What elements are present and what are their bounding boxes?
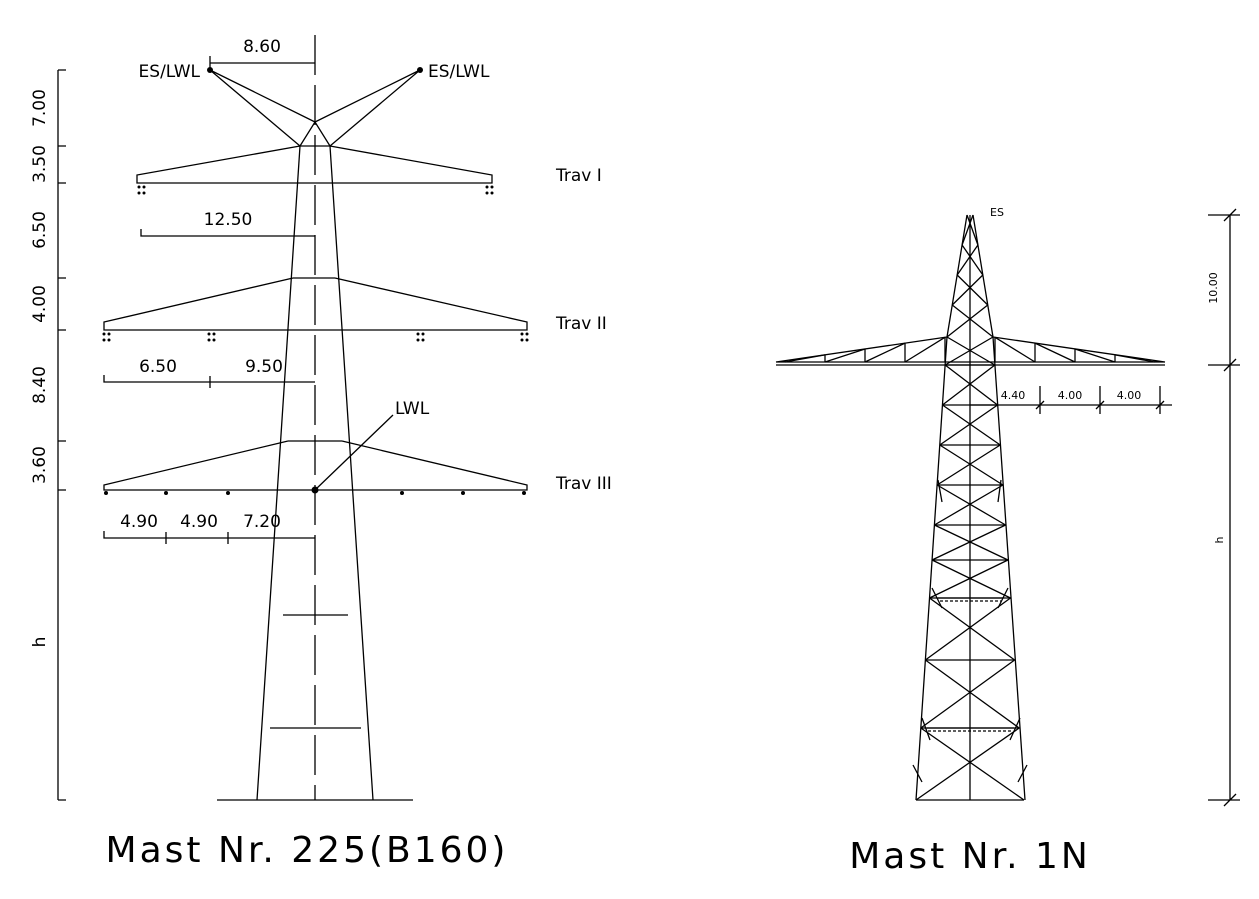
conductor (486, 186, 489, 189)
lattice (945, 337, 993, 365)
dim: 7.20 (243, 512, 281, 532)
dim: 4.40 (1001, 389, 1026, 402)
conductor (164, 491, 168, 495)
dim: 3.60 (30, 446, 50, 484)
conductor (143, 186, 146, 189)
dim: 9.50 (245, 357, 283, 377)
conductor (491, 192, 494, 195)
label: ES/LWL (428, 62, 490, 82)
conductor (213, 339, 216, 342)
conductor (104, 491, 108, 495)
conductor (108, 333, 111, 336)
lattice (947, 337, 995, 365)
conductor (400, 491, 404, 495)
lattice (921, 660, 1015, 728)
lattice (942, 365, 994, 405)
lattice (921, 728, 1024, 800)
lattice (1075, 349, 1115, 362)
label: Trav II (555, 314, 607, 334)
dim: 4.00 (1058, 389, 1083, 402)
drawing: 7.00 3.50 6.50 4.00 8.40 3.60 h ES/LWL E… (0, 0, 1259, 899)
conductor (491, 186, 494, 189)
earth-wire (417, 67, 423, 73)
lattice (937, 485, 1005, 525)
conductor (422, 333, 425, 336)
conductor (213, 333, 216, 336)
lattice (930, 560, 1008, 598)
conductor (461, 491, 465, 495)
conductor (422, 339, 425, 342)
label: Trav I (555, 166, 602, 186)
label: LWL (395, 399, 430, 419)
lattice (945, 365, 997, 405)
lattice (932, 525, 1006, 560)
dim: 8.60 (243, 37, 281, 57)
lattice (940, 445, 1003, 485)
lattice (937, 445, 1000, 485)
dim: h (1213, 536, 1226, 543)
conductor (521, 339, 524, 342)
dim: 12.50 (204, 210, 253, 230)
conductor (108, 339, 111, 342)
lattice (995, 337, 1035, 362)
lattice (932, 560, 1010, 598)
lattice (925, 660, 1019, 728)
title: Mast Nr. 1N (849, 836, 1091, 877)
dim: h (30, 637, 50, 648)
lattice (825, 349, 865, 362)
lattice (934, 485, 1002, 525)
conductor (417, 333, 420, 336)
lattice (962, 215, 973, 245)
conductor (143, 192, 146, 195)
conductor (103, 339, 106, 342)
lattice (942, 405, 1000, 445)
label: ES (990, 206, 1004, 219)
dim: 6.50 (139, 357, 177, 377)
lattice (930, 598, 1015, 660)
label: ES/LWL (139, 62, 201, 82)
conductor (526, 333, 529, 336)
conductor (486, 192, 489, 195)
conductor (103, 333, 106, 336)
dim: 4.90 (120, 512, 158, 532)
conductor (138, 186, 141, 189)
dim: 4.90 (180, 512, 218, 532)
conductor (521, 333, 524, 336)
lattice (934, 525, 1008, 560)
dim: 3.50 (30, 145, 50, 183)
lattice (785, 355, 825, 362)
dim: 10.00 (1207, 272, 1220, 304)
lattice (967, 215, 978, 245)
title: Mast Nr. 225(B160) (106, 830, 509, 871)
label: Trav III (555, 474, 612, 494)
lattice (925, 598, 1010, 660)
lattice (947, 305, 988, 337)
conductor (208, 333, 211, 336)
lattice (940, 405, 998, 445)
conductor (522, 491, 526, 495)
conductor (138, 192, 141, 195)
conductor (526, 339, 529, 342)
lattice (905, 337, 945, 362)
lattice (916, 728, 1019, 800)
lattice (1115, 355, 1155, 362)
dim: 7.00 (30, 89, 50, 127)
left-mast: 7.00 3.50 6.50 4.00 8.40 3.60 h ES/LWL E… (30, 35, 612, 871)
conductor (226, 491, 230, 495)
right-mast: ES 10.00 h 4.40 4.00 4.00 Mast Nr. 1N (776, 206, 1240, 877)
conductor (417, 339, 420, 342)
dim: 6.50 (30, 211, 50, 249)
dim: 4.00 (30, 285, 50, 323)
conductor (208, 339, 211, 342)
lattice (952, 305, 993, 337)
dim: 4.00 (1117, 389, 1142, 402)
dim: 8.40 (30, 366, 50, 404)
